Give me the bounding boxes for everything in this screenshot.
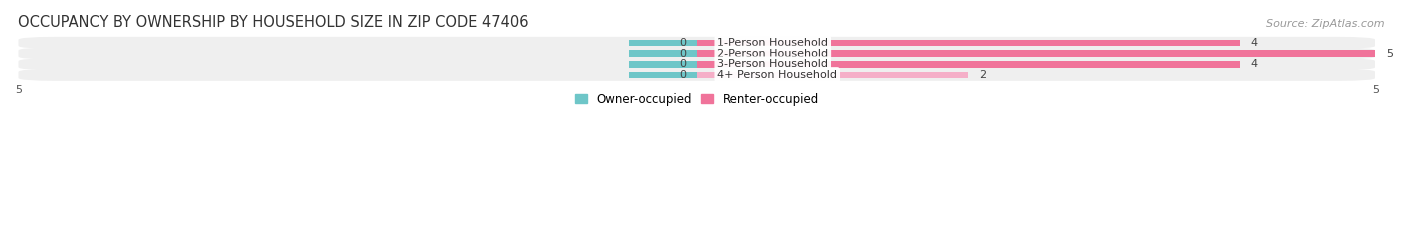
Bar bbox=[697, 40, 1240, 46]
Text: 4+ Person Household: 4+ Person Household bbox=[717, 70, 837, 80]
Bar bbox=[697, 50, 1375, 57]
Bar bbox=[628, 61, 697, 68]
Bar bbox=[697, 61, 1240, 68]
Legend: Owner-occupied, Renter-occupied: Owner-occupied, Renter-occupied bbox=[575, 93, 818, 106]
Text: 1-Person Household: 1-Person Household bbox=[717, 38, 828, 48]
Bar bbox=[628, 72, 697, 78]
Text: Source: ZipAtlas.com: Source: ZipAtlas.com bbox=[1267, 19, 1385, 29]
Bar bbox=[628, 50, 697, 57]
Text: 2-Person Household: 2-Person Household bbox=[717, 48, 828, 58]
Text: 4: 4 bbox=[1250, 38, 1257, 48]
Text: 3-Person Household: 3-Person Household bbox=[717, 59, 828, 69]
Text: 0: 0 bbox=[679, 38, 686, 48]
Bar bbox=[697, 72, 969, 78]
FancyBboxPatch shape bbox=[18, 48, 1375, 59]
Bar bbox=[628, 40, 697, 46]
FancyBboxPatch shape bbox=[18, 58, 1375, 70]
FancyBboxPatch shape bbox=[18, 37, 1375, 49]
Text: OCCUPANCY BY OWNERSHIP BY HOUSEHOLD SIZE IN ZIP CODE 47406: OCCUPANCY BY OWNERSHIP BY HOUSEHOLD SIZE… bbox=[18, 15, 529, 30]
Text: 2: 2 bbox=[979, 70, 986, 80]
Text: 0: 0 bbox=[679, 59, 686, 69]
Text: 0: 0 bbox=[679, 48, 686, 58]
Text: 5: 5 bbox=[1386, 48, 1393, 58]
Text: 4: 4 bbox=[1250, 59, 1257, 69]
Text: 0: 0 bbox=[679, 70, 686, 80]
FancyBboxPatch shape bbox=[18, 69, 1375, 81]
